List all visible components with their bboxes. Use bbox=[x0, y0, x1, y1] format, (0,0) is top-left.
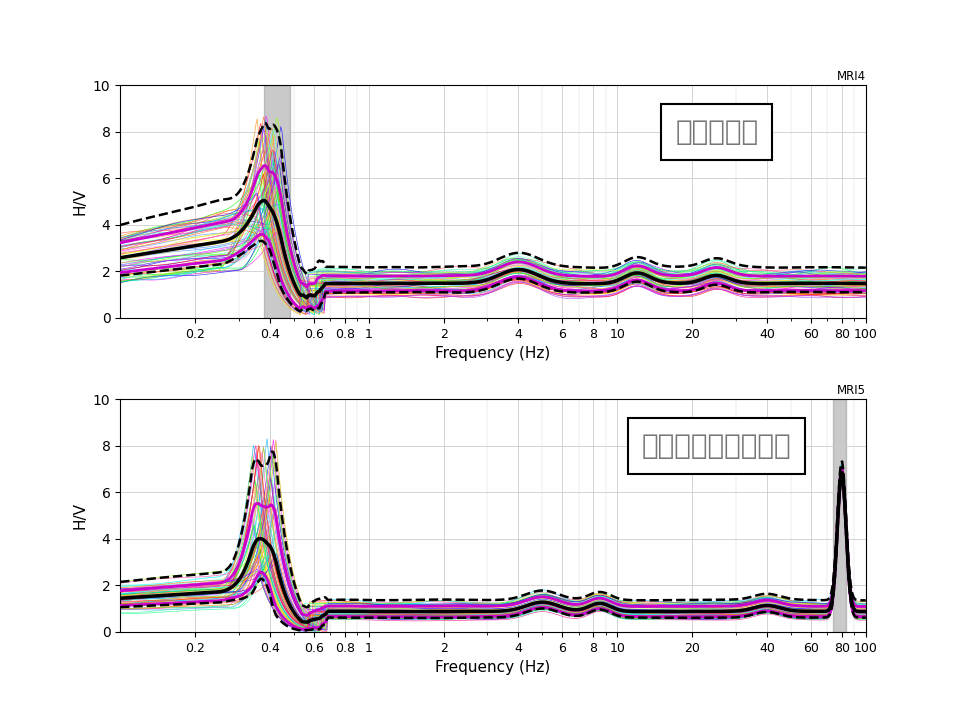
X-axis label: Frequency (Hz): Frequency (Hz) bbox=[435, 660, 550, 675]
X-axis label: Frequency (Hz): Frequency (Hz) bbox=[435, 346, 550, 361]
Bar bbox=[832, 399, 845, 632]
Text: MRI4: MRI4 bbox=[836, 70, 865, 83]
Text: 고산기후변화감시소: 고산기후변화감시소 bbox=[641, 432, 791, 460]
Bar bbox=[264, 85, 289, 318]
Text: MRI5: MRI5 bbox=[836, 384, 865, 397]
Y-axis label: H/V: H/V bbox=[72, 188, 87, 215]
Text: 고산기상대: 고산기상대 bbox=[675, 118, 757, 146]
Y-axis label: H/V: H/V bbox=[72, 502, 87, 529]
